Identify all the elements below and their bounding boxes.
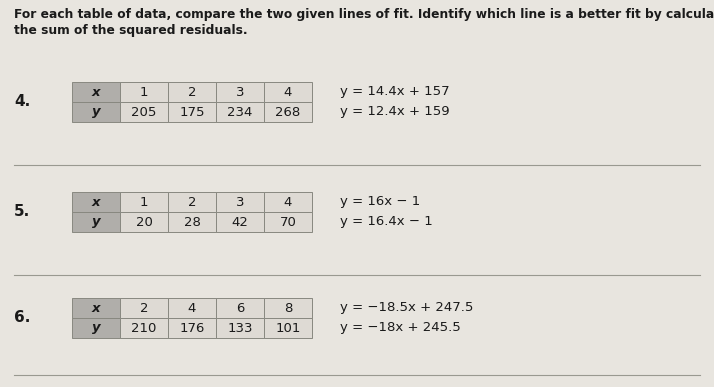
Text: 133: 133 — [227, 322, 253, 334]
Text: 4: 4 — [188, 301, 196, 315]
Bar — [216, 102, 264, 122]
Text: 210: 210 — [131, 322, 156, 334]
Text: y: y — [91, 322, 100, 334]
Bar — [72, 212, 120, 232]
Bar — [120, 298, 168, 318]
Text: 4.: 4. — [14, 94, 30, 110]
Text: y = −18.5x + 247.5: y = −18.5x + 247.5 — [340, 301, 473, 315]
Bar — [264, 82, 312, 102]
Bar — [72, 82, 120, 102]
Text: 42: 42 — [231, 216, 248, 228]
Bar — [72, 298, 120, 318]
Text: the sum of the squared residuals.: the sum of the squared residuals. — [14, 24, 248, 37]
Text: y = −18x + 245.5: y = −18x + 245.5 — [340, 322, 461, 334]
Bar — [72, 102, 120, 122]
Text: 101: 101 — [276, 322, 301, 334]
Text: 8: 8 — [283, 301, 292, 315]
Text: 4: 4 — [283, 86, 292, 99]
Text: 175: 175 — [179, 106, 205, 118]
Bar — [264, 192, 312, 212]
Text: y = 16.4x − 1: y = 16.4x − 1 — [340, 216, 433, 228]
Bar — [120, 82, 168, 102]
Text: y = 14.4x + 157: y = 14.4x + 157 — [340, 86, 450, 99]
Bar — [216, 82, 264, 102]
Text: 3: 3 — [236, 86, 244, 99]
Text: For each table of data, compare the two given lines of fit. Identify which line : For each table of data, compare the two … — [14, 8, 714, 21]
Text: 6.: 6. — [14, 310, 31, 325]
Bar — [120, 102, 168, 122]
Bar — [168, 318, 216, 338]
Text: 2: 2 — [188, 86, 196, 99]
Bar — [264, 212, 312, 232]
Bar — [216, 298, 264, 318]
Text: 20: 20 — [136, 216, 152, 228]
Text: 4: 4 — [283, 195, 292, 209]
Text: y = 16x − 1: y = 16x − 1 — [340, 195, 421, 209]
Text: 70: 70 — [280, 216, 296, 228]
Text: 268: 268 — [276, 106, 301, 118]
Text: 2: 2 — [140, 301, 149, 315]
Bar — [168, 82, 216, 102]
Bar — [216, 192, 264, 212]
Text: 1: 1 — [140, 86, 149, 99]
Text: y: y — [91, 216, 100, 228]
Text: 6: 6 — [236, 301, 244, 315]
Text: x: x — [92, 195, 100, 209]
Bar — [168, 298, 216, 318]
Bar — [216, 212, 264, 232]
Bar — [120, 192, 168, 212]
Text: y = 12.4x + 159: y = 12.4x + 159 — [340, 106, 450, 118]
Bar — [168, 192, 216, 212]
Bar — [264, 318, 312, 338]
Bar — [168, 212, 216, 232]
Bar — [72, 192, 120, 212]
Text: 176: 176 — [179, 322, 205, 334]
Text: 3: 3 — [236, 195, 244, 209]
Text: y: y — [91, 106, 100, 118]
Text: 28: 28 — [183, 216, 201, 228]
Text: 205: 205 — [131, 106, 156, 118]
Text: 5.: 5. — [14, 204, 30, 219]
Bar — [120, 212, 168, 232]
Bar — [216, 318, 264, 338]
Bar — [264, 298, 312, 318]
Bar — [72, 318, 120, 338]
Text: 1: 1 — [140, 195, 149, 209]
Text: x: x — [92, 301, 100, 315]
Text: x: x — [92, 86, 100, 99]
Text: 2: 2 — [188, 195, 196, 209]
Bar — [168, 102, 216, 122]
Bar — [264, 102, 312, 122]
Text: 234: 234 — [227, 106, 253, 118]
Bar — [120, 318, 168, 338]
